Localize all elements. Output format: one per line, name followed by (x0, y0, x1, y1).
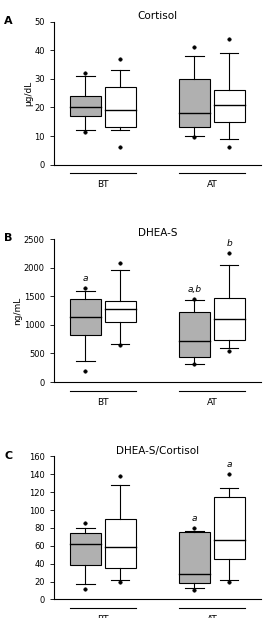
Text: C: C (4, 451, 12, 460)
FancyBboxPatch shape (105, 519, 136, 568)
Text: a,b: a,b (187, 285, 201, 294)
Text: AT: AT (207, 398, 217, 407)
FancyBboxPatch shape (214, 90, 245, 122)
FancyBboxPatch shape (70, 96, 101, 116)
FancyBboxPatch shape (70, 299, 101, 334)
FancyBboxPatch shape (105, 87, 136, 127)
Text: b: b (226, 239, 232, 248)
FancyBboxPatch shape (214, 497, 245, 559)
FancyBboxPatch shape (214, 298, 245, 341)
Title: DHEA-S: DHEA-S (138, 228, 177, 239)
Title: Cortisol: Cortisol (137, 11, 178, 21)
FancyBboxPatch shape (105, 301, 136, 322)
Text: BT: BT (97, 398, 109, 407)
FancyBboxPatch shape (179, 79, 210, 127)
Text: BT: BT (97, 615, 109, 618)
FancyBboxPatch shape (179, 533, 210, 583)
Text: B: B (4, 234, 12, 243)
FancyBboxPatch shape (179, 311, 210, 357)
Text: a: a (83, 274, 88, 282)
Text: AT: AT (207, 615, 217, 618)
Y-axis label: μg/dL: μg/dL (24, 80, 33, 106)
Y-axis label: ng/mL: ng/mL (13, 297, 22, 324)
FancyBboxPatch shape (70, 533, 101, 565)
Text: BT: BT (97, 180, 109, 189)
Text: AT: AT (207, 180, 217, 189)
Text: A: A (4, 16, 13, 26)
Text: a: a (192, 514, 197, 523)
Text: a: a (226, 460, 232, 469)
Title: DHEA-S/Cortisol: DHEA-S/Cortisol (116, 446, 199, 455)
